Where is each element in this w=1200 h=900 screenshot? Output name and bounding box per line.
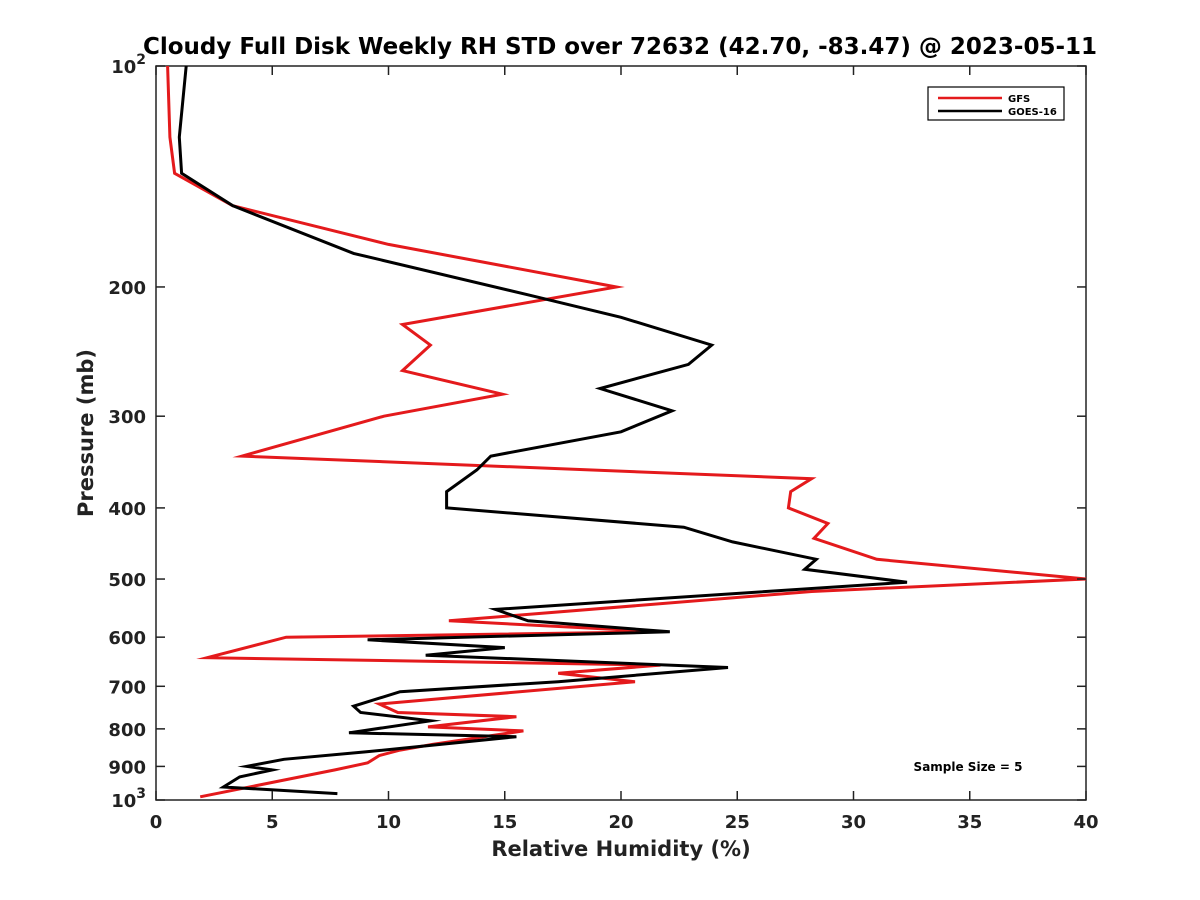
y-axis: 102 200 300 400 500 600 700 800 900 103 [108, 52, 1086, 812]
series-line-gfs [166, 65, 1087, 799]
legend-entry-label: GOES-16 [1008, 107, 1057, 118]
y-tick-label: 300 [108, 407, 146, 428]
x-tick-label: 10 [376, 812, 401, 833]
x-tick-label: 20 [608, 812, 633, 833]
x-axis: 0 5 10 15 20 25 30 35 40 [150, 66, 1099, 833]
x-axis-label: Relative Humidity (%) [491, 837, 750, 861]
x-tick-label: 40 [1073, 812, 1098, 833]
legend: GFS GOES-16 [927, 86, 1065, 121]
y-tick-label: 103 [111, 786, 146, 812]
y-tick-label: 200 [108, 278, 146, 299]
x-tick-label: 5 [266, 812, 279, 833]
y-tick-label: 900 [108, 757, 146, 778]
chart-title: Cloudy Full Disk Weekly RH STD over 7263… [143, 34, 1097, 60]
x-tick-label: 30 [841, 812, 866, 833]
series-layer [166, 65, 1087, 799]
x-tick-label: 15 [492, 812, 517, 833]
x-tick-label: 0 [150, 812, 163, 833]
legend-entry-label: GFS [1008, 94, 1030, 105]
y-tick-label: 102 [111, 52, 146, 78]
y-tick-label: 700 [108, 677, 146, 698]
x-tick-label: 25 [725, 812, 750, 833]
y-tick-label: 500 [108, 570, 146, 591]
legend-box [927, 86, 1065, 121]
y-tick-label: 600 [108, 628, 146, 649]
series-line-goes-16 [177, 65, 908, 796]
sample-size-annotation: Sample Size = 5 [914, 760, 1023, 774]
y-tick-label: 800 [108, 720, 146, 741]
y-axis-label: Pressure (mb) [74, 349, 98, 517]
x-tick-label: 35 [957, 812, 982, 833]
y-tick-label: 400 [108, 499, 146, 520]
